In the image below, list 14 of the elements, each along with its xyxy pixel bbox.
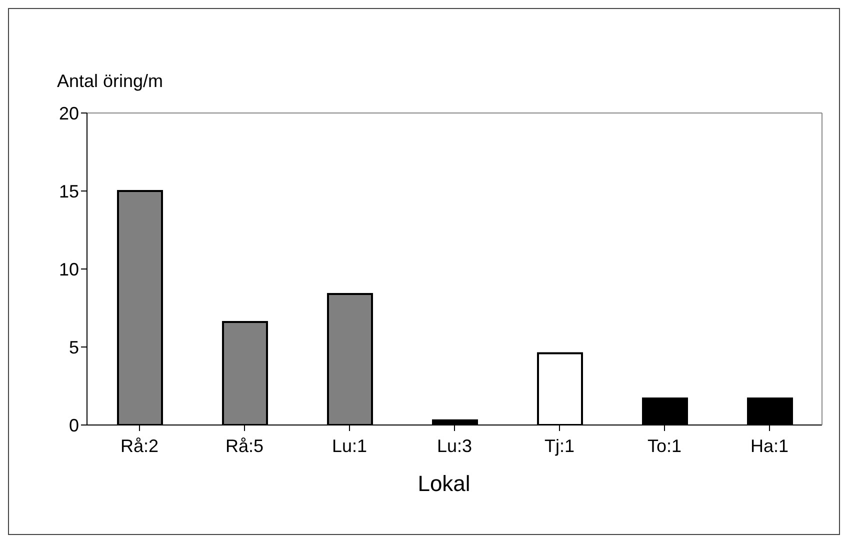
y-axis-title: Antal öring/m bbox=[57, 71, 164, 92]
y-tick-label: 5 bbox=[68, 337, 79, 358]
x-tick-label: To:1 bbox=[647, 436, 682, 456]
y-tick-label: 20 bbox=[58, 103, 79, 124]
x-tick-label: Ha:1 bbox=[750, 436, 789, 456]
x-tick-label: Rå:2 bbox=[120, 436, 159, 456]
y-tick-label: 0 bbox=[68, 415, 79, 436]
x-tick-label: Lu:1 bbox=[332, 436, 368, 456]
y-tick-label: 15 bbox=[58, 181, 79, 202]
y-tick-label: 10 bbox=[58, 259, 79, 280]
x-tick-label: Lu:3 bbox=[436, 436, 472, 456]
x-axis-title: Lokal bbox=[416, 471, 472, 497]
x-tick-label: Tj:1 bbox=[544, 436, 575, 456]
x-tick-label: Rå:5 bbox=[225, 436, 264, 456]
